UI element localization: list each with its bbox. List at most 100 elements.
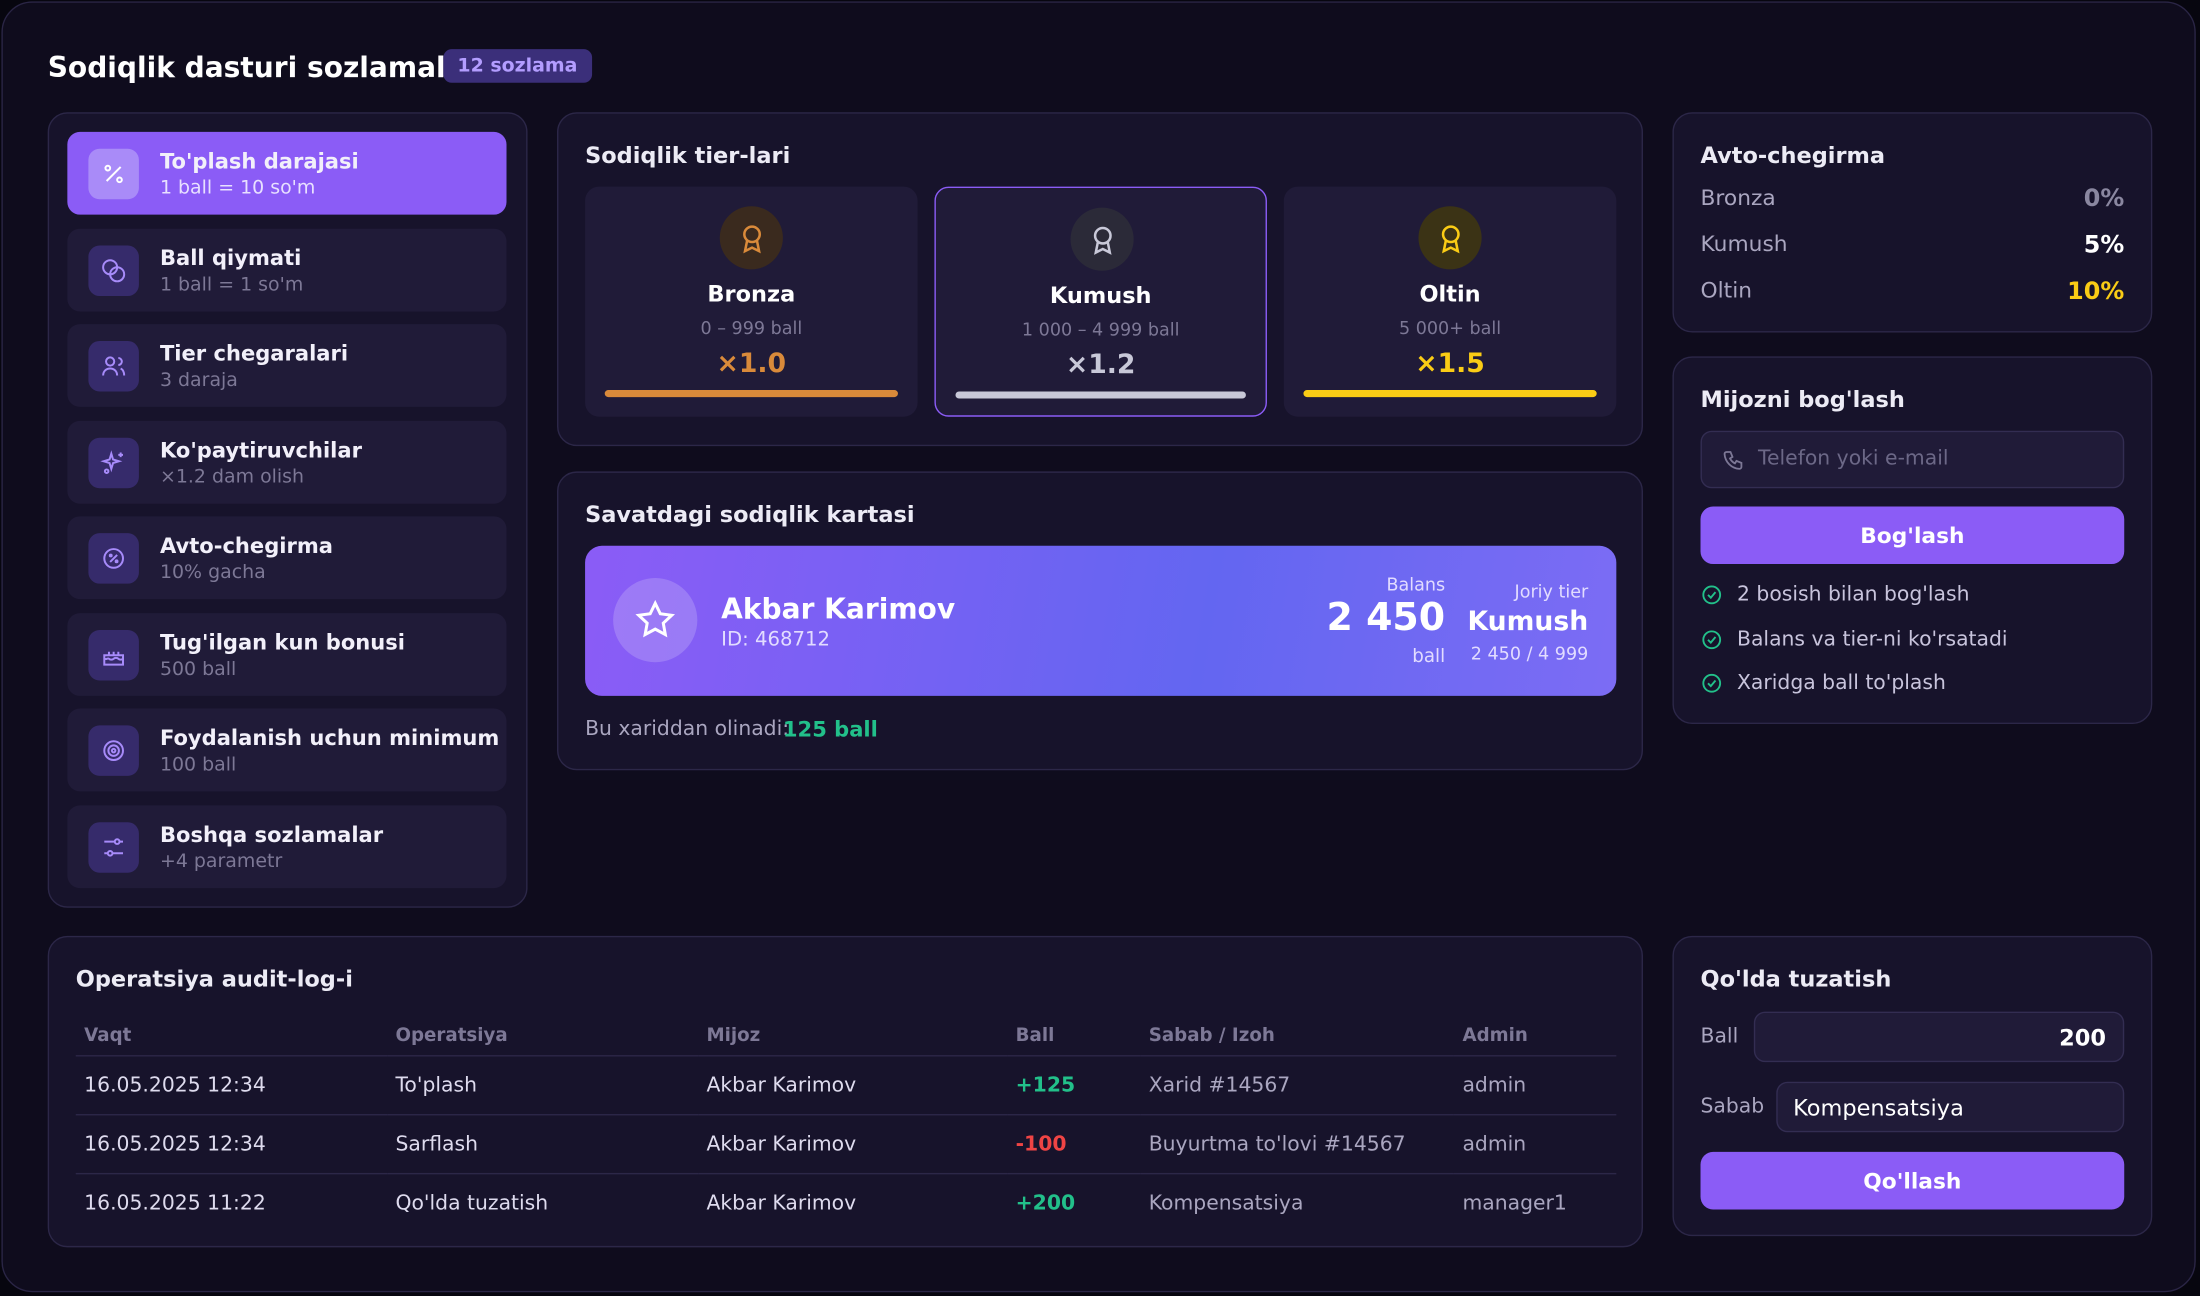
cell: Sarflash [387,1114,699,1175]
feature-text: 2 bosish bilan bog'lash [1736,583,1970,607]
menu-item[interactable]: Foydalanish uchun minimum 100 ball [67,708,507,792]
customer-name: Akbar Karimov [721,592,956,626]
menu-subtitle: ×1.2 dam olish [159,465,305,488]
star-icon [613,578,698,663]
cell: -100 [1007,1114,1141,1175]
discount-row: Bronza 0% [1700,185,2125,214]
discount-row: Oltin 10% [1700,277,2125,306]
cell: Akbar Karimov [698,1114,1008,1175]
feature: Balans va tier-ni ko'rsatadi [1701,628,2008,650]
discount-value: 5% [2083,231,2125,260]
tier-card[interactable]: Bronza 0 – 999 ball ×1.0 [585,186,918,417]
tier-badge [719,206,783,270]
log-row: 16.05.2025 12:34 Sarflash Akbar Karimov -10… [75,1114,1617,1175]
tier-name: Kumush [1700,231,1788,257]
discount-row: Kumush 5% [1700,231,2125,260]
menu-icon [88,725,139,776]
reason-label: Sabab [1700,1095,1765,1119]
menu-icon [88,340,139,392]
apply-button[interactable]: Qo'llash [1700,1151,2125,1210]
cell: admin [1454,1055,1617,1116]
panel-title: Qo'lda tuzatish [1700,965,1892,992]
card-panel: Savatdagi sodiqlik kartasi Akbar Karimov… [557,471,1643,771]
settings-menu: To'plash darajasi 1 ball = 10 so'm Ball qi… [47,112,528,908]
menu-item[interactable]: Boshqa sozlamalar +4 parametr [67,804,507,888]
cell: Kompensatsiya [1148,1191,1304,1215]
menu-subtitle: +4 parametr [159,849,283,873]
column-header: Admin [1454,1015,1617,1057]
feature: Xaridga ball to'plash [1701,672,1946,695]
tier-name: Bronza [1700,185,1776,211]
menu-item[interactable]: Avto-chegirma 10% gacha [67,516,507,600]
menu-item[interactable]: Tug'ilgan kun bonusi 500 ball [67,612,507,696]
ball-label: Ball [1700,1025,1739,1049]
discount-value: 10% [2067,277,2125,306]
feature-text: Balans va tier-ni ko'rsatadi [1736,627,2008,651]
audit-panel: Operatsiya audit-log-i Vaqt Operatsiya Mij… [47,935,1643,1248]
header-row: Vaqt Operatsiya Mijoz Ball Sabab / Izoh Admin [75,1015,1617,1057]
cell: Qo'lda tuzatish [395,1191,549,1215]
audit-table: Vaqt Operatsiya Mijoz Ball Sabab / Izoh Admin… [75,1015,1617,1232]
tier-card[interactable]: Oltin 5 000+ ball ×1.5 [1283,186,1617,417]
menu-title: Avto-chegirma [159,533,333,559]
loyalty-card: Akbar Karimov ID: 468712 Balans 2 450 ba… [585,545,1617,696]
tier-range: 0 – 999 ball [700,317,803,339]
menu-title: Foydalanish uchun minimum [159,725,500,751]
cell: 16.05.2025 12:34 [75,1055,388,1116]
tier-name: Oltin [1419,280,1481,308]
log-row: 16.05.2025 11:22 Qo'lda tuzatish Akbar Kar… [76,1174,1617,1232]
cell: 16.05.2025 12:34 [75,1114,388,1175]
tier-name: Oltin [1700,277,1753,304]
menu-subtitle: 3 daraja [159,369,238,392]
count-badge: 12 sozlama [443,49,592,83]
menu-subtitle: 1 ball = 10 so'm [159,176,316,200]
ball-input[interactable]: 200 [1753,1011,2125,1063]
link-button[interactable]: Bog'lash [1700,506,2125,565]
panel-title: Avto-chegirma [1700,141,1886,169]
menu-icon [88,437,139,488]
tier-name: Kumush [1049,282,1152,309]
log-row: 16.05.2025 12:34 To'plash Akbar Karimov +12… [75,1055,1617,1116]
menu-title: Ball qiymati [159,244,302,271]
current-tier: Kumush [1467,606,1589,637]
menu-title: Boshqa sozlamalar [159,821,384,847]
discount-value: 0% [2083,185,2125,214]
menu-item[interactable]: To'plash darajasi 1 ball = 10 so'm [67,131,507,215]
reason-input[interactable]: Kompensatsiya [1776,1081,2125,1133]
menu-icon [88,244,139,296]
tier-name: Bronza [707,280,796,308]
menu-title: Tug'ilgan kun bonusi [159,629,406,655]
earn-label: Bu xariddan olinadi: [585,718,790,741]
column-header: Operatsiya [387,1015,699,1057]
menu-subtitle: 100 ball [159,753,237,776]
tier-multiplier: ×1.5 [1415,347,1485,379]
column-header: Ball [1007,1015,1141,1057]
manual-panel: Qo'lda tuzatish Ball 200 Sabab Kompensat… [1672,935,2153,1237]
auto-discount-panel: Avto-chegirma Bronza 0% Kumush 5% Oltin 10% [1672,112,2153,333]
menu-icon [88,821,139,873]
menu-title: Ko'paytiruvchilar [159,437,362,463]
cell: 16.05.2025 11:22 [84,1191,266,1215]
tier-badge [1070,207,1134,271]
tier-card[interactable]: Kumush 1 000 – 4 999 ball ×1.2 [934,186,1267,417]
menu-item[interactable]: Ball qiymati 1 ball = 1 so'm [67,227,507,311]
link-customer-panel: Mijozni bog'lash Telefon yoki e-mail Bog… [1672,356,2153,724]
menu-item[interactable]: Ko'paytiruvchilar ×1.2 dam olish [67,420,507,503]
cell: +125 [1007,1055,1141,1116]
ball-value: 200 [2059,1024,2106,1051]
menu-item[interactable]: Tier chegaralari 3 daraja [67,324,507,407]
tier-bar [955,391,1246,399]
balance-unit: ball [1412,646,1446,668]
panel-title: Operatsiya audit-log-i [75,965,353,992]
menu-subtitle: 500 ball [159,657,237,680]
contact-input[interactable]: Telefon yoki e-mail [1700,430,2125,489]
column-header: Mijoz [698,1015,1008,1057]
menu-icon [88,533,139,584]
cell: Akbar Karimov [698,1055,1008,1116]
cell: To'plash [387,1055,699,1116]
panel-title: Savatdagi sodiqlik kartasi [585,500,915,528]
cell: Akbar Karimov [706,1191,857,1215]
tier-bar [604,390,898,398]
reason-value: Kompensatsiya [1793,1094,1964,1122]
